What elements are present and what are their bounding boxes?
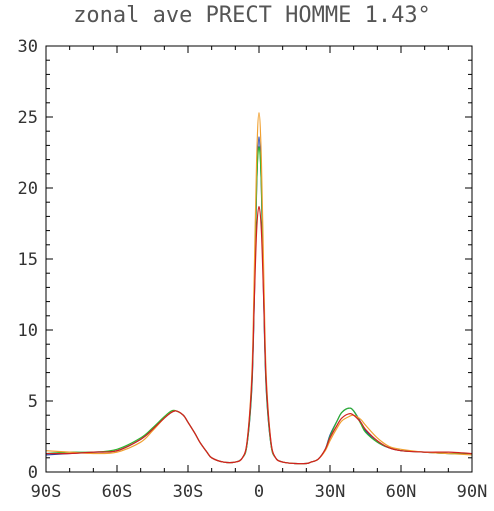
y-tick-label: 0 xyxy=(28,463,38,483)
chart-title: zonal ave PRECT HOMME 1.43° xyxy=(73,3,431,28)
y-tick-label: 10 xyxy=(18,321,38,341)
series-line-2 xyxy=(45,146,473,465)
y-tick-label: 5 xyxy=(28,392,38,412)
x-tick-labels: 90S 60S 30S 0 30N 60N 90N xyxy=(31,482,488,502)
series-line-3 xyxy=(45,112,473,465)
plot-frame xyxy=(45,45,473,473)
x-tick-label: 90N xyxy=(457,482,488,502)
x-tick-label: 30S xyxy=(173,482,204,502)
y-tick-labels: 0 5 10 15 20 25 30 xyxy=(18,37,38,483)
y-tick-label: 15 xyxy=(18,250,38,270)
y-tick-label: 30 xyxy=(18,37,38,57)
x-tick-label: 30N xyxy=(315,482,346,502)
series-layer xyxy=(45,112,473,465)
x-tick-label: 60S xyxy=(102,482,133,502)
axis-ticks xyxy=(45,45,473,473)
y-tick-label: 20 xyxy=(18,179,38,199)
x-tick-label: 0 xyxy=(254,482,264,502)
x-tick-label: 90S xyxy=(31,482,62,502)
x-tick-label: 60N xyxy=(386,482,417,502)
series-line-1 xyxy=(45,136,473,465)
series-line-4 xyxy=(45,205,473,465)
y-tick-label: 25 xyxy=(18,108,38,128)
